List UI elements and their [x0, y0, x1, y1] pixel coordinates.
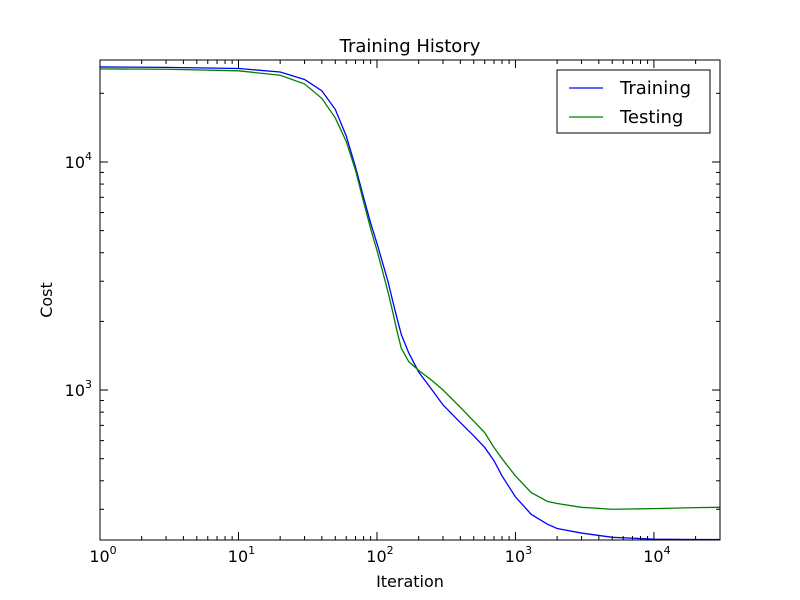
x-tick-label: 100: [89, 544, 116, 566]
plot-frame: [99, 59, 721, 541]
ticks-layer: 100 101 102 103 104 103 104: [65, 60, 721, 566]
series-line-testing: [100, 68, 720, 510]
y-tick-label: 103: [65, 378, 92, 400]
x-tick-label: 104: [643, 544, 670, 566]
legend-label-training: Training: [619, 78, 691, 99]
legend-label-testing: Testing: [619, 107, 683, 128]
chart-title: Training History: [339, 36, 481, 57]
x-tick-label: 103: [505, 544, 532, 566]
series-layer: [100, 66, 720, 540]
y-axis-label: Cost: [37, 282, 56, 318]
legend: Training Testing: [556, 69, 711, 134]
x-tick-label: 102: [366, 544, 393, 566]
series-line-training: [100, 66, 720, 540]
x-tick-label: 101: [228, 544, 255, 566]
x-axis-label: Iteration: [376, 572, 444, 591]
legend-box: [556, 69, 711, 134]
y-tick-label: 104: [65, 150, 92, 172]
